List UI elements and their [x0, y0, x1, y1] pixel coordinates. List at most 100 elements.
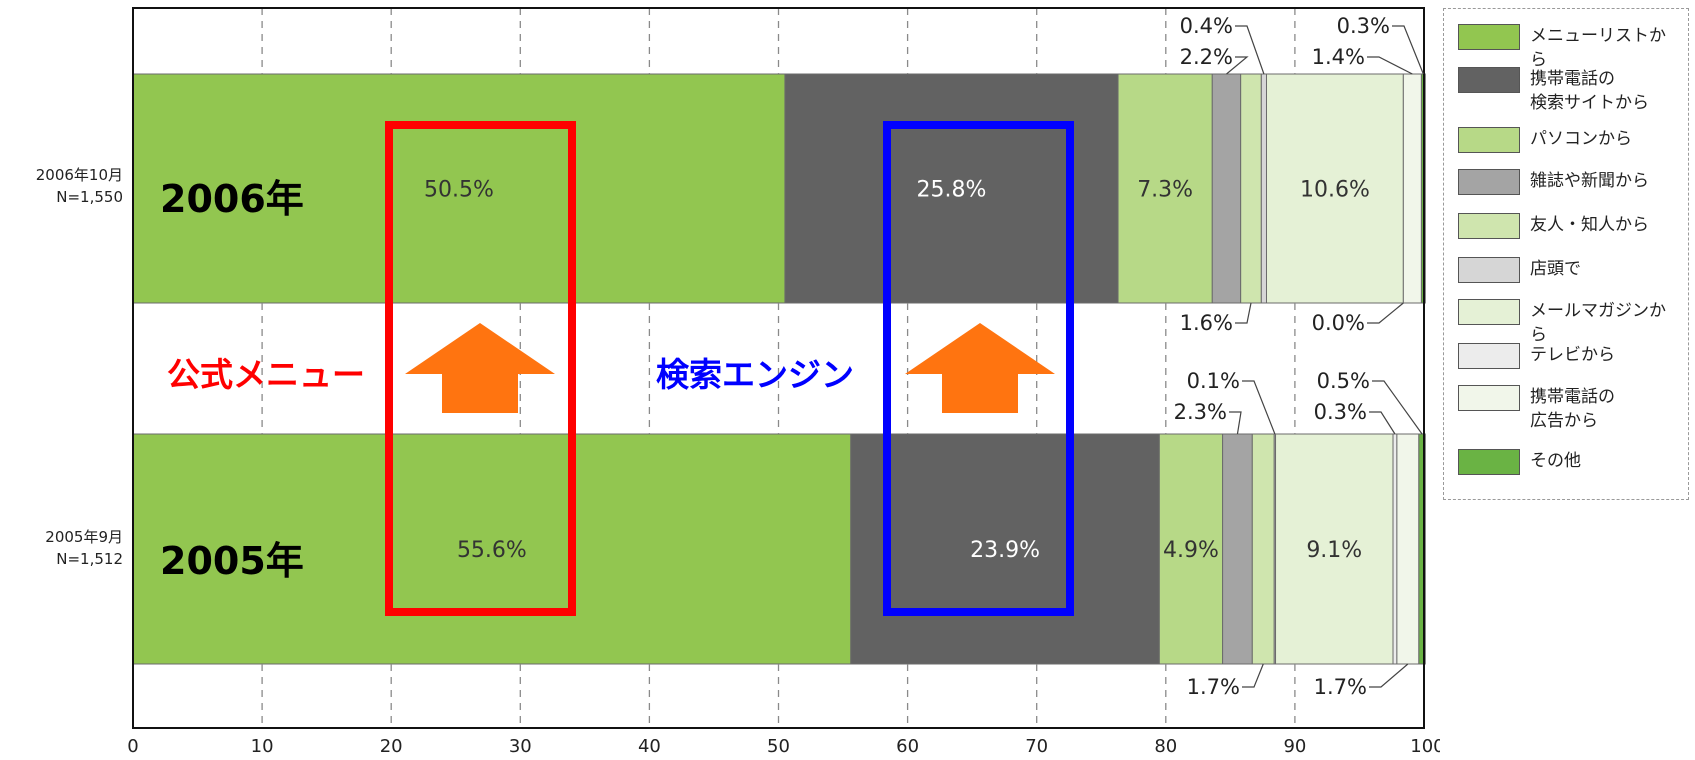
legend-label: 友人・知人から	[1530, 213, 1680, 237]
bar-segment-1-9	[1418, 433, 1426, 665]
row-label-2006-n: N=1,550	[56, 188, 123, 206]
legend-label-line: テレビから	[1530, 345, 1615, 365]
x-tick-label: 50	[767, 736, 790, 757]
legend-label-line: メールマガジンから	[1530, 301, 1666, 345]
callout-leader	[1242, 663, 1264, 688]
legend-swatch	[1458, 67, 1520, 93]
callout-leader	[1235, 302, 1252, 324]
official-menu-annotation: 公式メニュー	[167, 355, 365, 394]
legend-swatch	[1458, 385, 1520, 411]
data-label: 55.6%	[457, 538, 527, 563]
data-label: 4.9%	[1163, 538, 1219, 563]
legend-swatch	[1458, 449, 1520, 475]
legend-item: テレビから	[1458, 343, 1680, 369]
row-label-2005-date: 2005年9月	[45, 528, 123, 546]
legend-label-line: パソコンから	[1530, 129, 1632, 149]
callout-leader	[1367, 302, 1404, 324]
x-tick-label: 80	[1154, 736, 1177, 757]
legend-label: 雑誌や新聞から	[1530, 169, 1680, 193]
row-label-2005: 2005年9月 N=1,512	[45, 526, 123, 570]
legend-label-line: 携帯電話の	[1530, 387, 1615, 407]
legend-label-line: 友人・知人から	[1530, 215, 1649, 235]
highlight-box-search	[883, 121, 1074, 616]
data-label: 23.9%	[970, 538, 1040, 563]
bar-segment-0-8	[1402, 73, 1422, 304]
legend-label: 携帯電話の検索サイトから	[1530, 67, 1680, 115]
callout-label: 1.7%	[1187, 675, 1240, 699]
year-label-2005: 2005年	[160, 539, 304, 583]
callout-leader	[1226, 56, 1249, 75]
legend-label: 携帯電話の 広告から	[1530, 385, 1680, 433]
row-label-2006-date: 2006年10月	[35, 166, 123, 184]
callout-leader	[1369, 411, 1396, 435]
callout-label: 1.7%	[1314, 675, 1367, 699]
legend-item: メニューリストから	[1458, 24, 1680, 72]
row-label-2006: 2006年10月 N=1,550	[36, 164, 123, 208]
callout-label: 0.3%	[1337, 14, 1390, 38]
bar-segment-0-0	[132, 73, 786, 304]
data-label: 25.8%	[917, 178, 987, 203]
legend-item: 携帯電話の 広告から	[1458, 385, 1680, 433]
bar-segment-1-4	[1251, 433, 1275, 665]
legend-item: 友人・知人から	[1458, 213, 1680, 239]
legend-item: パソコンから	[1458, 127, 1680, 153]
legend-swatch	[1458, 213, 1520, 239]
legend-label-line: 検索サイトから	[1530, 93, 1649, 113]
up-arrow-icon	[405, 323, 555, 413]
plot-frame	[132, 7, 1425, 729]
x-tick-label: 60	[896, 736, 919, 757]
callout-label: 2.2%	[1180, 45, 1233, 69]
legend-swatch	[1458, 169, 1520, 195]
data-label: 50.5%	[424, 178, 494, 203]
callout-leader	[1229, 411, 1242, 435]
bar-segment-0-4	[1240, 73, 1262, 304]
bar-segment-1-7	[1392, 433, 1398, 665]
legend-item: 携帯電話の検索サイトから	[1458, 67, 1680, 115]
callout-label: 0.0%	[1312, 311, 1365, 335]
bar-segment-0-5	[1260, 73, 1267, 304]
bar-segment-0-3	[1211, 73, 1242, 304]
legend: メニューリストから 携帯電話の 検索サイトから パソコンから 雑誌や新聞から 友人・知人か…	[1443, 8, 1689, 500]
bar-segment-0-1	[784, 73, 1119, 304]
legend-label: パソコンから	[1530, 127, 1680, 151]
bar-segment-1-0	[132, 433, 852, 665]
year-label-2006: 2006年	[160, 177, 304, 221]
legend-swatch	[1458, 127, 1520, 153]
row-label-2005-n: N=1,512	[56, 550, 123, 568]
legend-label-line: その他	[1530, 451, 1581, 471]
x-tick-label: 30	[509, 736, 532, 757]
callout-label: 2.3%	[1174, 400, 1227, 424]
legend-swatch	[1458, 257, 1520, 283]
bar-segment-0-2	[1117, 73, 1213, 304]
callout-label: 0.3%	[1314, 400, 1367, 424]
legend-label: メニューリストから	[1530, 24, 1680, 72]
bar-segment-1-8	[1396, 433, 1420, 665]
callout-leader	[1367, 56, 1413, 75]
callout-leader	[1242, 380, 1276, 435]
bar-segment-1-3	[1222, 433, 1253, 665]
data-label: 7.3%	[1137, 178, 1193, 203]
stacked-bar-chart: 0 10 20 30 40 50 60 70 80 90 100% 50.5% 25.8% 7.3% 10.…	[127, 7, 1440, 757]
callout-leader	[1235, 25, 1265, 75]
callout-leader	[1392, 25, 1424, 75]
legend-label-line: 雑誌や新聞から	[1530, 171, 1649, 191]
up-arrow-icon	[905, 323, 1055, 413]
callout-label: 1.6%	[1180, 311, 1233, 335]
callout-label: 0.1%	[1187, 369, 1240, 393]
data-label: 10.6%	[1300, 178, 1370, 203]
x-tick-label: 70	[1025, 736, 1048, 757]
bar-segment-1-2	[1158, 433, 1224, 665]
legend-item: 店頭で	[1458, 257, 1680, 283]
legend-item: その他	[1458, 449, 1680, 475]
legend-label-line: メニューリストから	[1530, 26, 1666, 70]
x-tick-label: 90	[1283, 736, 1306, 757]
callout-label: 0.5%	[1317, 369, 1370, 393]
legend-label-line: 携帯電話の	[1530, 69, 1615, 89]
x-tick-label: 40	[638, 736, 661, 757]
search-engine-annotation: 検索エンジン	[656, 355, 854, 394]
legend-swatch	[1458, 24, 1520, 50]
bar-segment-1-6	[1275, 433, 1394, 665]
legend-label-line: 店頭で	[1530, 259, 1581, 279]
callout-label: 1.4%	[1312, 45, 1365, 69]
legend-item: メールマガジンから	[1458, 299, 1680, 347]
